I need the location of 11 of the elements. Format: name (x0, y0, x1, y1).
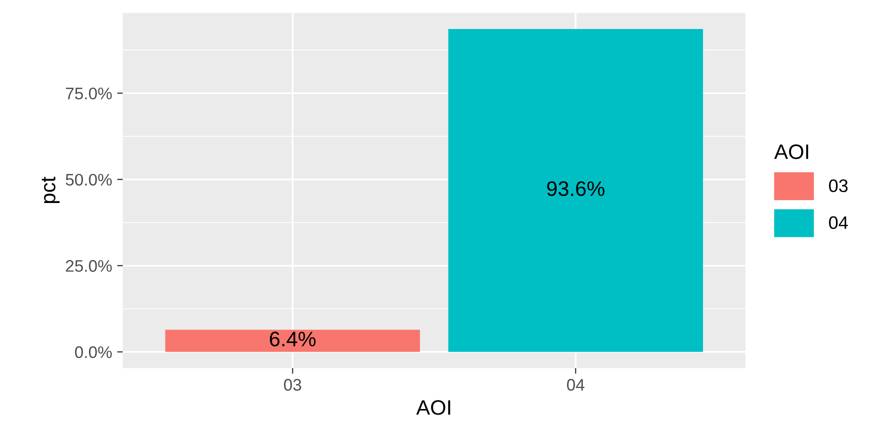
y-tick-label: 0.0% (75, 346, 112, 358)
y-axis-title: pct (42, 176, 60, 204)
data-label: 93.6% (547, 181, 604, 196)
y-tick-label: 25.0% (66, 260, 112, 272)
legend-label: 03 (829, 179, 848, 192)
y-tick-label: 75.0% (66, 88, 112, 100)
y-tick-label: 50.0% (66, 174, 112, 186)
legend-title: AOI (774, 144, 808, 160)
data-label: 6.4% (270, 332, 316, 346)
x-axis-title: AOI (416, 400, 450, 415)
legend-label: 04 (829, 216, 848, 230)
